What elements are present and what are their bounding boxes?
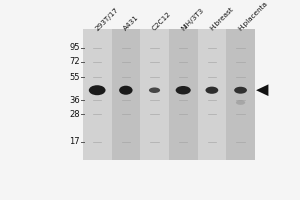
Text: 55: 55 [70, 73, 80, 82]
Ellipse shape [176, 86, 191, 94]
Polygon shape [256, 84, 268, 96]
Text: H.breast: H.breast [209, 6, 235, 32]
Text: A431: A431 [123, 14, 140, 32]
Ellipse shape [236, 100, 245, 105]
Bar [112, 29, 140, 160]
Ellipse shape [234, 87, 247, 94]
Text: 36: 36 [69, 96, 80, 105]
Bar [169, 29, 197, 160]
Text: NIH/3T3: NIH/3T3 [180, 7, 205, 32]
Text: 28: 28 [69, 110, 80, 119]
Bar [140, 29, 169, 160]
Text: 17: 17 [69, 137, 80, 146]
Ellipse shape [149, 87, 160, 93]
Text: 95: 95 [70, 43, 80, 52]
Bar [83, 29, 112, 160]
Ellipse shape [206, 87, 218, 94]
Text: 293T/17: 293T/17 [94, 6, 120, 32]
Bar [83, 29, 255, 160]
Text: 72: 72 [69, 57, 80, 66]
Ellipse shape [119, 86, 133, 95]
Bar [197, 29, 226, 160]
Text: H.placenta: H.placenta [238, 0, 269, 32]
Text: C2C12: C2C12 [152, 11, 172, 32]
Bar [226, 29, 255, 160]
Ellipse shape [89, 85, 106, 95]
